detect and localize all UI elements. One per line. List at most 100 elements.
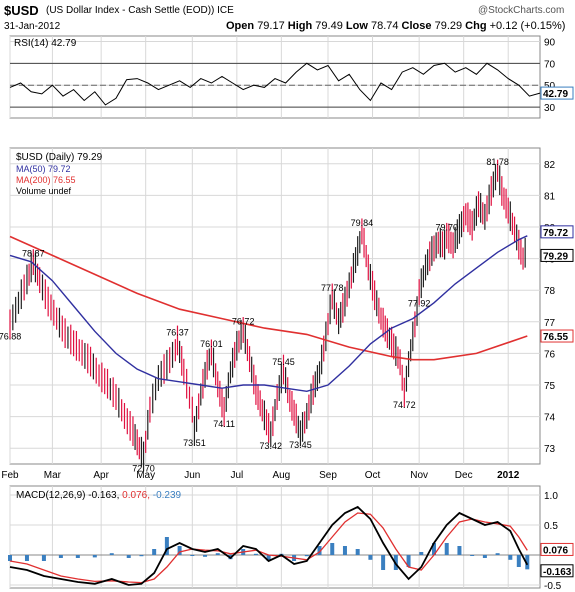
macd-histogram-bar [444,543,449,555]
price-annotation: 77.78 [321,283,344,293]
low-value: 78.74 [370,20,399,32]
price-annotation: 79.84 [351,218,374,228]
macd-tick-label: -0.5 [544,581,562,592]
macd-histogram-bar [457,546,462,555]
macd-histogram-bar [152,549,157,555]
macd-histogram-bar [495,553,500,555]
price-annotation: 74.72 [393,400,416,410]
macd-histogram-bar [516,555,521,567]
macd-histogram-bar [164,537,169,555]
macd-histogram-bar [92,555,97,558]
price-annotation: 73.42 [259,441,282,451]
close-label: Close [401,20,432,32]
macd-histogram-bar [482,555,487,558]
x-tick-label: Aug [272,470,290,481]
macd-histogram-bar [41,555,46,561]
price-annotation: 76.88 [0,332,21,342]
ma200-line [9,235,528,361]
price-annotation: 73.45 [289,440,312,450]
rsi-legend: RSI(14) 42.79 [14,38,77,49]
price-tick-label: 78 [544,286,556,297]
rsi-tick-label: 90 [544,37,556,48]
macd-panel [9,485,541,589]
chg-label: Chg [465,20,487,32]
x-tick-label: Jun [184,470,200,481]
x-tick-label: May [136,470,155,481]
signal-legend-value: 0.076, [122,490,153,501]
high-value: 79.49 [315,20,343,32]
macd-line [9,505,529,586]
macd-histogram-bar [75,555,80,558]
price-annotation: 76.72 [232,317,255,327]
x-tick-label: Apr [93,470,109,481]
macd-histogram-bar [317,546,322,555]
close-last-label-box [540,248,574,262]
macd-histogram-bar [508,555,513,560]
symbol-description: (US Dollar Index - Cash Settle (EOD)) IC… [46,5,234,16]
x-tick-label: Mar [44,470,62,481]
rsi-last-label: 42.79 [543,89,568,100]
low-label: Low [345,20,368,32]
price-annotation: 73.51 [183,438,206,448]
chart-date: 31-Jan-2012 [4,21,61,32]
open-value: 79.17 [257,20,285,32]
ma200-last-label: 76.55 [543,332,568,343]
macd-histogram-bar [525,555,530,570]
price-annotation: 72.70 [132,464,155,474]
price-annotation: 75.45 [272,357,295,367]
price-tick-label: 81 [544,191,556,202]
macd-histogram-bar [8,555,12,561]
macd-histogram-bar [203,555,208,557]
macd-histogram-bar [190,555,195,556]
macd-histogram-bar [330,543,335,555]
histogram-legend-value: -0.239 [153,490,182,501]
volume-legend: Volume undef [16,186,72,196]
price-annotation: 76.01 [200,339,223,349]
macd-histogram-bar [432,543,436,555]
macd-tick-label: 0.5 [544,521,558,532]
price-tick-label: 76 [544,349,556,360]
signal-last-label: 0.076 [543,545,568,556]
ma50-last-label-box [540,225,574,239]
macd-histogram-bar [139,555,144,557]
rsi-panel [9,35,541,119]
ma50-last-label: 79.72 [543,228,568,239]
signal-last-label-box [540,542,574,556]
price-annotation: 77.92 [408,299,431,309]
macd-histogram-bar [470,555,475,556]
macd-histogram-bar [266,555,271,561]
price-annotation: 74.11 [213,419,235,429]
symbol-title: $USD [4,3,39,18]
price-tick-label: 74 [544,413,556,424]
price-annotation: 78.87 [22,249,45,259]
macd-histogram-bar [304,555,309,557]
ma200-legend: MA(200) 76.55 [16,175,76,185]
macd-last-label: -0.163 [543,567,572,578]
x-tick-label: Sep [319,470,337,481]
macd-legend-value: -0.163, [88,490,122,501]
macd-tick-label: 1.0 [544,491,558,502]
macd-histogram-bar [215,553,220,555]
macd-histogram-bar [342,546,347,555]
high-label: High [287,20,313,32]
x-tick-label: 2012 [497,470,520,481]
chg-value: +0.12 (+0.15%) [489,20,566,32]
macd-histogram-bar [381,555,386,570]
macd-histogram-bar [109,553,114,555]
price-tick-label: 75 [544,381,556,392]
price-annotation: 79.70 [435,222,458,232]
ma50-legend: MA(50) 79.72 [16,164,71,174]
ma50-line [9,235,528,393]
price-tick-label: 73 [544,444,556,455]
x-tick-label: Jul [230,470,243,481]
rsi-line [9,62,541,106]
price-tick-label: 82 [544,160,556,171]
macd-histogram-bar [126,555,131,558]
price-annotation: 81.78 [486,157,509,167]
rsi-tick-label: 70 [544,59,556,70]
macd-legend: MACD(12,26,9) -0.163, 0.076, -0.239 [16,490,182,501]
price-legend: $USD (Daily) 79.29 [16,152,103,163]
macd-histogram-bar [177,546,182,555]
macd-histogram-bar [253,553,258,555]
